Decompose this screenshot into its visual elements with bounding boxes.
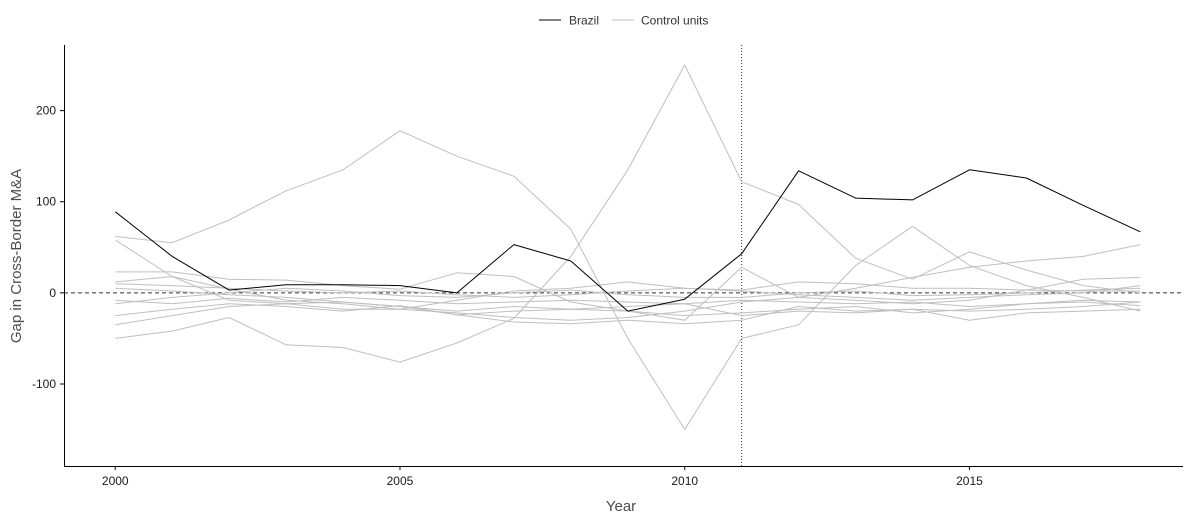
series-line-control-unit [115,296,1141,307]
series-line-control-unit [115,239,1141,321]
series-line-control-unit [115,287,1141,305]
y-tick-label: 200 [36,104,56,118]
x-axis-title: Year [606,498,636,515]
x-axis-ticks: 2000 2005 2010 2015 [102,466,983,488]
series-lines [114,64,1141,430]
series-line-control-unit [115,301,1141,317]
y-tick-label: 100 [36,195,56,209]
reference-lines [64,45,1183,466]
legend: Brazil Control units [539,14,708,28]
legend-label-control-units: Control units [641,14,708,28]
series-line-brazil [114,169,1141,312]
series-line-control-unit [115,130,1141,430]
series-line-control-unit [115,276,1141,310]
series-line-control-unit [115,283,1141,301]
y-axis-title: Gap in Cross-Border M&A [8,169,25,343]
legend-label-brazil: Brazil [569,14,599,28]
series-line-control-unit [115,287,1141,317]
y-axis-ticks: -100 0 100 200 [32,104,64,391]
series-line-control-unit [115,64,1141,363]
y-tick-label: -100 [32,377,56,391]
x-tick-label: 2015 [956,474,983,488]
x-tick-label: 2010 [671,474,698,488]
y-tick-label: 0 [49,286,56,300]
x-tick-label: 2000 [102,474,129,488]
x-tick-label: 2005 [387,474,414,488]
